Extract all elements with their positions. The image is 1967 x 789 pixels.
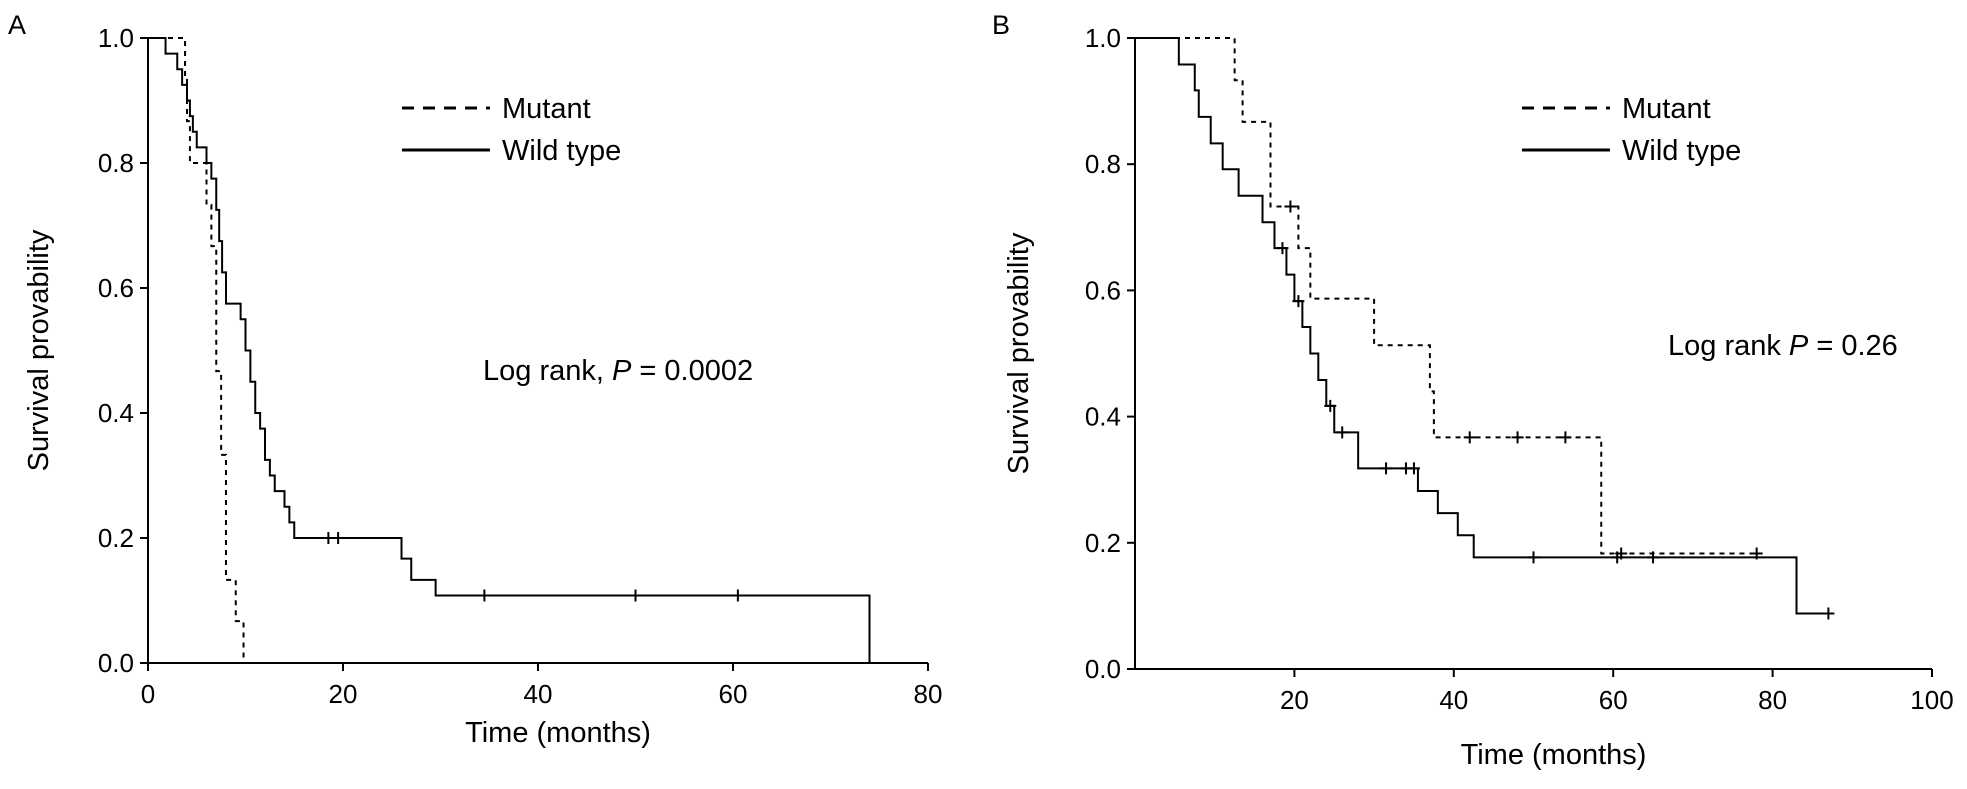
panel-b-censor-mark-wild-type xyxy=(1647,551,1660,564)
panel-b-x-axis-label: Time (months) xyxy=(1461,739,1647,771)
panel-a-x-tick-label: 60 xyxy=(719,679,748,709)
panel-b-censor-mark-wild-type xyxy=(1292,295,1305,308)
panel-b-censor-mark-mutant xyxy=(1559,431,1572,444)
panel-b-y-tick-label: 0.4 xyxy=(1085,402,1121,432)
panel-a-y-tick-label: 0.2 xyxy=(98,523,134,553)
panel-b-y-tick-label: 0.0 xyxy=(1085,654,1121,684)
panel-a-legend-label-wild-type: Wild type xyxy=(502,135,621,167)
panel-a-x-tick-label: 40 xyxy=(524,679,553,709)
panel-a-legend-label-mutant: Mutant xyxy=(502,93,591,125)
panel-b-censor-mark-wild-type xyxy=(1611,551,1624,564)
panel-b-letter: B xyxy=(992,10,1010,40)
panel-b-censor-mark-mutant xyxy=(1511,431,1524,444)
panel-b-x-tick-label: 60 xyxy=(1599,685,1628,715)
panel-b-logrank-annotation: Log rank P = 0.26 xyxy=(1668,330,1898,362)
panel-a-y-tick-label: 0.0 xyxy=(98,648,134,678)
panel-a-logrank-annotation: Log rank, P = 0.0002 xyxy=(483,355,753,387)
panel-b-censor-mark-mutant xyxy=(1284,200,1297,213)
panel-a-censor-mark-wild-type xyxy=(629,589,642,602)
panel-b-censor-mark-wild-type xyxy=(1527,551,1540,564)
panel-a-y-tick-label: 0.8 xyxy=(98,148,134,178)
panel-b-censor-mark-wild-type xyxy=(1276,242,1289,255)
panel-a-x-tick-label: 80 xyxy=(914,679,943,709)
panel-a-censor-mark-wild-type xyxy=(731,589,744,602)
panel-b-censor-mark-wild-type xyxy=(1407,462,1420,475)
panel-b-y-tick-label: 1.0 xyxy=(1085,23,1121,53)
panel-b-legend-label-mutant: Mutant xyxy=(1622,93,1711,125)
panel-a-letter: A xyxy=(8,10,26,40)
panel-b-y-tick-label: 0.2 xyxy=(1085,528,1121,558)
panel-a-y-axis-label: Survival provability xyxy=(23,229,55,471)
panel-b-censor-mark-wild-type xyxy=(1324,399,1337,412)
panel-b-x-tick-label: 80 xyxy=(1758,685,1787,715)
panel-b-y-tick-label: 0.8 xyxy=(1085,149,1121,179)
panel-a: A Log rank, P = 0.0002 0.0 0.2 0.4 0.6 0.8 1.… xyxy=(8,10,942,749)
panel-a-y-tick-label: 0.4 xyxy=(98,398,134,428)
panel-b-series-wild-type-line xyxy=(1135,37,1829,615)
panel-b-series-mutant-line xyxy=(1135,37,1757,555)
panel-b-censor-mark-mutant xyxy=(1463,431,1476,444)
panel-b: B Log rank P = 0.26 0.0 0.2 0.4 0.6 0.8 1.0 20… xyxy=(992,10,1954,771)
panel-b-x-tick-label: 20 xyxy=(1280,685,1309,715)
panel-b-y-tick-label: 0.6 xyxy=(1085,275,1121,305)
panel-a-x-axis-label: Time (months) xyxy=(465,717,651,749)
panel-a-x-tick-label: 0 xyxy=(141,679,155,709)
panel-a-y-tick-label: 0.6 xyxy=(98,273,134,303)
panel-b-censor-mark-wild-type xyxy=(1336,426,1349,439)
panel-b-censor-mark-wild-type xyxy=(1380,462,1393,475)
panel-a-y-tick-label: 1.0 xyxy=(98,23,134,53)
panel-b-x-tick-label: 100 xyxy=(1910,685,1953,715)
panel-b-censor-mark-wild-type xyxy=(1822,607,1835,620)
panel-a-x-tick-label: 20 xyxy=(329,679,358,709)
panel-b-y-axis-label: Survival provability xyxy=(1003,232,1035,474)
panel-a-series-wild-type-line xyxy=(148,37,871,663)
panel-b-x-tick-label: 40 xyxy=(1439,685,1468,715)
panel-b-legend-label-wild-type: Wild type xyxy=(1622,135,1741,167)
panel-a-censor-mark-wild-type xyxy=(332,532,345,544)
panel-a-censor-mark-wild-type xyxy=(478,589,491,602)
